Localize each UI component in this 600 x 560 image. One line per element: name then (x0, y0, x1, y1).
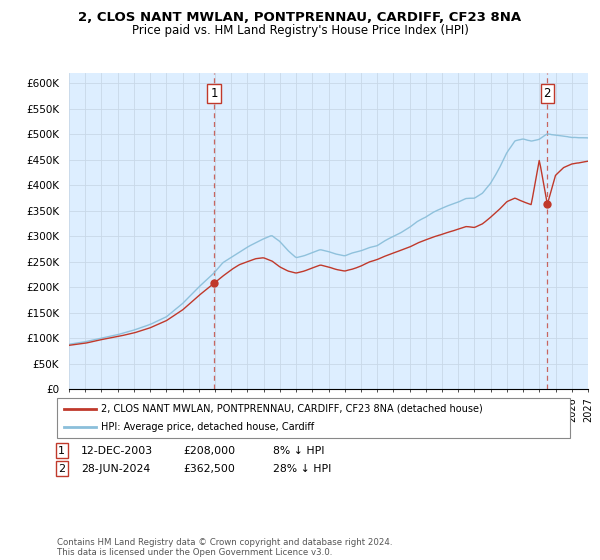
Text: £362,500: £362,500 (183, 464, 235, 474)
Text: 12-DEC-2003: 12-DEC-2003 (81, 446, 153, 456)
Text: HPI: Average price, detached house, Cardiff: HPI: Average price, detached house, Card… (101, 422, 314, 432)
Text: 1: 1 (211, 87, 218, 100)
Text: 2: 2 (58, 464, 65, 474)
Text: £208,000: £208,000 (183, 446, 235, 456)
Text: 2, CLOS NANT MWLAN, PONTPRENNAU, CARDIFF, CF23 8NA: 2, CLOS NANT MWLAN, PONTPRENNAU, CARDIFF… (79, 11, 521, 24)
Text: 2, CLOS NANT MWLAN, PONTPRENNAU, CARDIFF, CF23 8NA (detached house): 2, CLOS NANT MWLAN, PONTPRENNAU, CARDIFF… (101, 404, 482, 414)
Text: 28% ↓ HPI: 28% ↓ HPI (273, 464, 331, 474)
Text: 8% ↓ HPI: 8% ↓ HPI (273, 446, 325, 456)
Text: 28-JUN-2024: 28-JUN-2024 (81, 464, 150, 474)
Text: 1: 1 (58, 446, 65, 456)
Text: Price paid vs. HM Land Registry's House Price Index (HPI): Price paid vs. HM Land Registry's House … (131, 24, 469, 36)
Text: 2: 2 (544, 87, 551, 100)
Text: Contains HM Land Registry data © Crown copyright and database right 2024.
This d: Contains HM Land Registry data © Crown c… (57, 538, 392, 557)
